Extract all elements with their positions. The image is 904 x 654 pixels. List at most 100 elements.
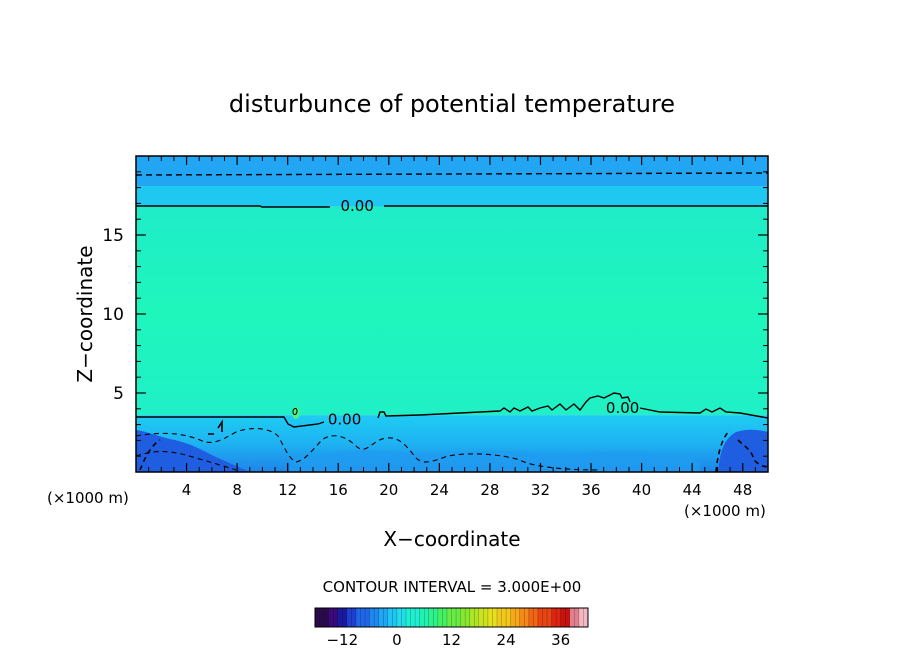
contour-box-near-x6: [208, 419, 223, 435]
colorbar-swatch: [533, 608, 539, 627]
colorbar-tick-label: −12: [326, 631, 358, 649]
x-tick-label: 12: [278, 481, 297, 499]
contour-dashed-lower: [136, 427, 601, 471]
colorbar-swatch: [547, 608, 552, 627]
colorbar-tick-label: 24: [497, 631, 516, 649]
colorbar-swatch: [437, 608, 443, 627]
contour-label-text: 0.00: [606, 399, 639, 417]
x-tick-label: 28: [480, 481, 499, 499]
x-unit-right: (×1000 m): [684, 502, 766, 520]
contour-lower-zero: [136, 392, 768, 428]
colorbar-swatch: [506, 608, 511, 627]
colorbar-swatch: [560, 608, 566, 627]
plot-area: 0.00 0.00 0.00: [136, 156, 768, 472]
colorbar-swatch: [378, 608, 384, 627]
x-axis-label: X−coordinate: [383, 527, 520, 551]
x-unit-left: (×1000 m): [47, 489, 129, 507]
cold-pocket-left: [136, 430, 250, 472]
x-tick-label: 16: [329, 481, 348, 499]
x-tick-label: 20: [379, 481, 398, 499]
x-tick-label: 32: [531, 481, 550, 499]
warm-spot: [292, 407, 300, 419]
colorbar-swatch: [324, 608, 329, 627]
colorbar-swatch: [551, 608, 557, 627]
colorbar-swatch: [569, 608, 575, 627]
colorbar-swatch: [406, 608, 411, 627]
colorbar-frame: [314, 607, 589, 628]
colorbar-swatch: [369, 608, 375, 627]
colorbar-swatch: [519, 608, 525, 627]
colorbar-swatch: [483, 608, 489, 627]
colorbar-swatch: [478, 608, 484, 627]
colorbar-tick-label: 12: [442, 631, 461, 649]
contour-lines: [136, 172, 768, 472]
colorbar-swatch: [387, 608, 393, 627]
contour-label: 0.00: [606, 399, 639, 417]
contour-neg-right: [715, 429, 768, 472]
x-tick-label: 4: [182, 481, 192, 499]
colorbar-swatch: [433, 608, 439, 627]
colorbar-swatch: [528, 608, 534, 627]
contour-upper-zero: [136, 205, 768, 208]
colorbar-swatch: [396, 608, 402, 627]
colorbar-swatch: [328, 608, 334, 627]
colorbar-swatch: [415, 608, 420, 627]
contour-interval-text: CONTOUR INTERVAL = 3.000E+00: [323, 578, 582, 596]
colorbar-swatch: [565, 608, 571, 627]
colorbar-swatch: [355, 608, 361, 627]
colorbar: [314, 607, 589, 628]
colorbar-swatch: [342, 608, 348, 627]
colorbar-swatch: [578, 608, 584, 627]
x-tick-label: 44: [683, 481, 702, 499]
field-band: [136, 156, 768, 187]
cool-band-mid: [290, 450, 700, 472]
colorbar-tick-label: 0: [392, 631, 402, 649]
y-axis-label: Z−coordinate: [73, 245, 97, 382]
contour-label-text: 0.00: [340, 197, 373, 215]
x-tick-label: 8: [232, 481, 242, 499]
colorbar-swatch: [469, 608, 475, 627]
colorbar-swatch: [410, 608, 416, 627]
colorbar-ticks: −12 0 12 24 36: [326, 631, 570, 649]
colorbar-swatch: [315, 608, 320, 627]
colorbar-swatch: [524, 608, 530, 627]
colorbar-swatch: [401, 608, 407, 627]
colorbar-swatch: [501, 608, 507, 627]
colorbar-swatch: [583, 608, 589, 627]
x-tick-label: 24: [430, 481, 449, 499]
colorbar-swatch: [537, 608, 543, 627]
y-tick-label: 15: [102, 226, 124, 246]
contour-top-dashed: [136, 172, 768, 176]
contour-label: 0.00: [328, 410, 361, 428]
contour-dashed-bottom-left: [136, 450, 237, 471]
colorbar-swatch: [424, 608, 430, 627]
colorbar-swatch: [428, 608, 434, 627]
colorbar-swatch: [487, 608, 493, 627]
colorbar-swatch: [492, 608, 498, 627]
colorbar-swatch: [497, 608, 502, 627]
colorbar-swatch: [451, 608, 457, 627]
colorbar-swatch: [515, 608, 521, 627]
x-tick-label: 48: [733, 481, 752, 499]
colorbar-swatch: [446, 608, 452, 627]
colorbar-swatch: [337, 608, 343, 627]
y-axis-ticks: 5 10 15: [102, 171, 768, 457]
y-tick-label: 5: [113, 384, 124, 404]
colorbar-swatch: [333, 608, 339, 627]
colorbar-swatch: [460, 608, 466, 627]
chart-title: disturbunce of potential temperature: [229, 90, 675, 118]
colorbar-swatch: [392, 608, 398, 627]
colorbar-swatch: [374, 608, 379, 627]
field-band: [136, 206, 768, 416]
colorbar-swatch: [556, 608, 561, 627]
colorbar-swatch: [510, 608, 516, 627]
colorbar-swatch: [574, 608, 580, 627]
contour-neg-left: [139, 439, 161, 471]
colorbar-swatch: [319, 608, 325, 627]
colorbar-swatch: [474, 608, 480, 627]
colorbar-tick-label: 36: [551, 631, 570, 649]
contour-tiny-warm: [292, 408, 298, 415]
contour-labels: 0.00 0.00 0.00: [328, 197, 639, 428]
colorbar-swatch: [442, 608, 448, 627]
